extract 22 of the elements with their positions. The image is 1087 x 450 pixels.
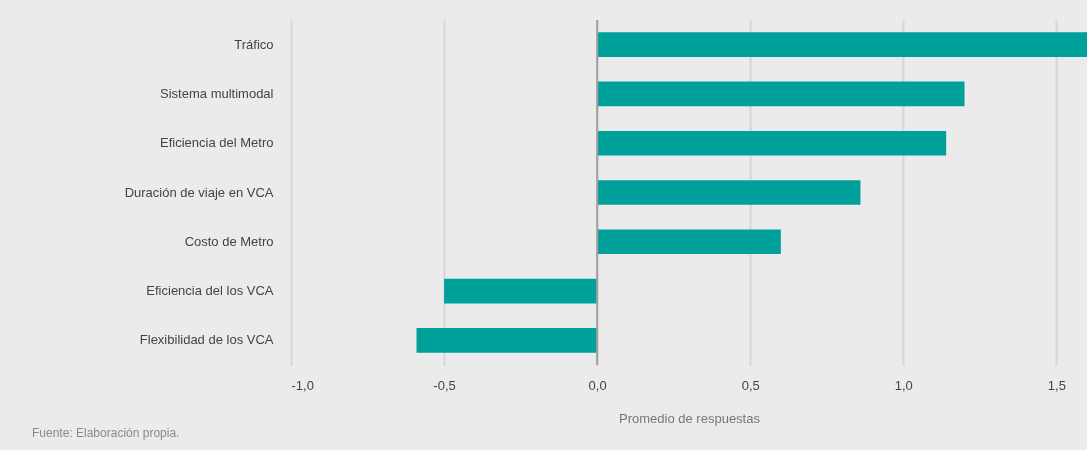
y-tick-label: Duración de viaje en VCA bbox=[124, 184, 274, 200]
bar bbox=[597, 130, 947, 156]
y-tick-label: Eficiencia del Metro bbox=[160, 135, 274, 151]
x-tick-label: 1,0 bbox=[894, 377, 913, 393]
x-axis-title: Promedio de respuestas bbox=[619, 410, 761, 426]
y-tick-label: Tráfico bbox=[234, 36, 274, 52]
x-tick-label: -1,0 bbox=[291, 377, 314, 393]
y-tick-label: Flexibilidad de los VCA bbox=[139, 332, 274, 348]
source-note: Fuente: Elaboración propia. bbox=[32, 426, 180, 440]
y-tick-label: Sistema multimodal bbox=[160, 85, 274, 101]
x-tick-label: 1,5 bbox=[1047, 377, 1066, 393]
y-tick-label: Eficiencia del los VCA bbox=[146, 283, 274, 299]
x-tick-label: 0,0 bbox=[588, 377, 607, 393]
bar bbox=[444, 278, 598, 304]
x-tick-label: 0,5 bbox=[741, 377, 760, 393]
bar bbox=[597, 229, 781, 255]
bar bbox=[416, 328, 598, 353]
bar bbox=[597, 180, 861, 205]
x-tick-label: -0,5 bbox=[433, 377, 456, 393]
y-tick-label: Costo de Metro bbox=[184, 233, 274, 249]
bar bbox=[597, 32, 1087, 57]
bar bbox=[597, 81, 965, 107]
